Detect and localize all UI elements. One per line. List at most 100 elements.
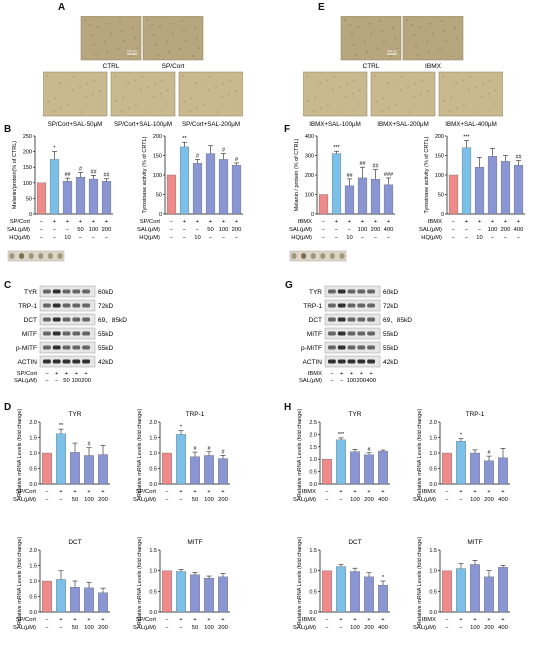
condition-cell: − [459, 497, 463, 503]
condition-cell: + [55, 371, 59, 377]
condition-label: SP/Cort [16, 617, 37, 623]
cell-speck [85, 82, 89, 86]
cell-speck [387, 106, 391, 110]
significance-mark: *** [463, 135, 470, 141]
y-tick-label: 200 [435, 134, 444, 140]
tube-pellet [339, 253, 345, 259]
condition-cell: + [84, 371, 88, 377]
blot-band [82, 331, 90, 336]
cell-speck [65, 78, 69, 82]
cell-speck [97, 102, 101, 106]
blot-band [357, 345, 366, 350]
condition-cell: + [369, 371, 373, 377]
condition-cell: − [445, 489, 449, 495]
tube-pellet [291, 253, 297, 259]
y-tick-label: 0.0 [309, 610, 317, 616]
bar [498, 567, 508, 613]
tube-photo [7, 250, 65, 262]
blot-protein-label: p-MITF [301, 345, 322, 352]
condition-label: SAL(μM) [14, 378, 37, 384]
condition-cell: + [335, 219, 339, 225]
significance-mark: # [221, 449, 225, 455]
condition-cell: 400 [498, 625, 508, 631]
condition-cell: 50 [192, 625, 198, 631]
cell-speck [91, 92, 95, 96]
y-tick-label: 0.0 [429, 610, 437, 616]
y-tick-label: 200 [305, 173, 314, 179]
cell-speck [165, 40, 169, 44]
bar [318, 194, 329, 215]
blot-band [367, 289, 375, 294]
panel-letter-c: C [4, 280, 12, 291]
significance-mark: ## [103, 173, 110, 179]
condition-cell: 100 [204, 497, 214, 503]
blot-band [72, 317, 81, 322]
cell-speck [52, 109, 56, 113]
blot-size-label: 42kD [383, 359, 398, 366]
condition-cell: 200 [98, 625, 108, 631]
cell-speck [227, 92, 231, 96]
condition-label: SP/Cort [16, 489, 37, 495]
cell-speck [382, 39, 386, 43]
cell-speck [352, 79, 356, 83]
condition-cell: 400 [366, 378, 376, 384]
significance-mark: # [235, 157, 239, 163]
tube-pellet [47, 253, 54, 259]
cell-speck [178, 47, 182, 51]
bar [98, 454, 108, 485]
blot-size-label: 72kD [98, 303, 113, 310]
cell-speck [444, 39, 448, 43]
micrograph-svg-e: 100 μm CTRL IBMX IBMX+SAL-100μM IBMX+SAL-200… [302, 15, 504, 128]
tube-pellet [329, 253, 335, 259]
blot-band [337, 317, 346, 322]
condition-cell: − [179, 497, 183, 503]
bar [470, 564, 480, 613]
condition-cell: 10 [346, 235, 352, 241]
condition-cell: 100 [470, 625, 480, 631]
cell-speck [147, 110, 151, 114]
significance-mark: ## [359, 161, 366, 167]
condition-cell: + [350, 371, 354, 377]
y-tick-label: 0 [311, 212, 314, 218]
significance-mark: *** [338, 432, 345, 438]
cell-speck [312, 109, 316, 113]
condition-label: SAL(μM) [419, 227, 442, 233]
cell-speck [113, 74, 117, 78]
condition-cell: − [517, 235, 521, 241]
condition-cell: − [40, 227, 44, 233]
y-tick-label: 0.5 [29, 595, 37, 601]
condition-label: SAL(μM) [299, 378, 322, 384]
y-tick-label: 1.5 [29, 436, 37, 442]
blot-size-label: 72kD [383, 303, 398, 310]
condition-cell: + [79, 219, 83, 225]
condition-cell: − [322, 235, 326, 241]
blot-protein-label: TYR [309, 289, 322, 296]
bar [350, 571, 360, 613]
cell-speck [412, 33, 416, 37]
blot-size-label: 60kD [383, 289, 398, 296]
condition-cell: − [45, 371, 49, 377]
cell-speck [413, 82, 417, 86]
cell-speck [207, 88, 211, 92]
condition-cell: + [473, 617, 477, 623]
blot-band [357, 331, 366, 336]
tube-pellet [38, 253, 44, 259]
condition-cell: + [387, 219, 391, 225]
cell-speck [140, 75, 144, 79]
chart-title: MITF [187, 539, 202, 546]
condition-label: SAL(μM) [13, 625, 36, 631]
condition-cell: − [387, 235, 391, 241]
tube-pellet [310, 253, 316, 259]
bar [179, 146, 190, 215]
tube-pellet [320, 253, 326, 259]
condition-cell: 200 [364, 497, 374, 503]
blot-protein-label: TRP-1 [18, 303, 37, 310]
cell-speck [165, 102, 169, 106]
condition-cell: + [87, 617, 91, 623]
micrograph-label: SP/Cort+SAL-50μM [48, 121, 103, 128]
bar [370, 179, 381, 215]
bar [513, 165, 524, 215]
condition-label: HQ(μM) [291, 235, 312, 241]
cell-speck [380, 109, 384, 113]
condition-cell: − [66, 227, 70, 233]
